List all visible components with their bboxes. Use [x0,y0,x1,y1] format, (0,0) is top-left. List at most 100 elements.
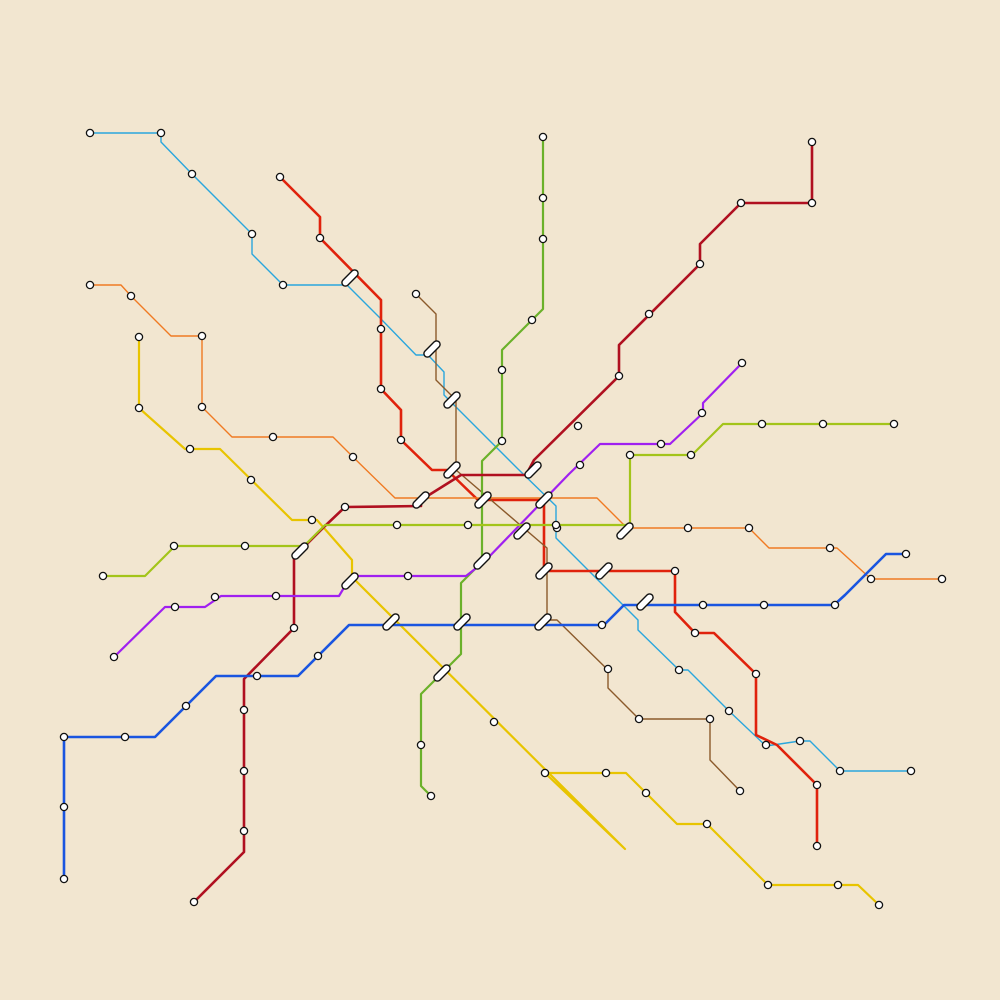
station-dark-red-4[interactable] [644,309,654,319]
station-light-blue-1[interactable] [156,128,166,138]
station-yellow-4[interactable] [307,515,317,525]
station-brown-4[interactable] [705,714,715,724]
station-yellow-9[interactable] [702,819,712,829]
station-green-7[interactable] [426,791,436,801]
station-light-blue-9[interactable] [906,766,916,776]
station-yellow-7[interactable] [601,768,611,778]
station-purple-3[interactable] [575,460,585,470]
station-dark-red-12[interactable] [239,826,249,836]
interchange-station-14[interactable] [340,571,359,590]
station-yellow-10[interactable] [763,880,773,890]
station-blue-1[interactable] [830,600,840,610]
station-yellow-12[interactable] [874,900,884,910]
station-light-blue-0[interactable] [85,128,95,138]
station-purple-2[interactable] [656,439,666,449]
station-green-1[interactable] [538,193,548,203]
station-green-0[interactable] [538,132,548,142]
station-light-blue-6[interactable] [724,706,734,716]
interchange-station-0[interactable] [340,268,359,287]
station-dark-red-8[interactable] [289,623,299,633]
station-purple-6[interactable] [210,592,220,602]
station-green-2[interactable] [538,234,548,244]
interchange-station-2[interactable] [442,390,461,409]
station-blue-4[interactable] [597,620,607,630]
interchange-station-9[interactable] [615,521,634,540]
station-brown-2[interactable] [603,664,613,674]
station-green-6[interactable] [416,740,426,750]
station-dark-red-11[interactable] [239,766,249,776]
station-yellow-2[interactable] [185,444,195,454]
station-purple-4[interactable] [403,571,413,581]
station-yellow-1[interactable] [134,403,144,413]
station-orange-1[interactable] [126,291,136,301]
station-lime-5[interactable] [551,520,561,530]
station-orange-3[interactable] [197,402,207,412]
interchange-station-18[interactable] [533,612,552,631]
interchange-station-6[interactable] [473,490,492,509]
station-red-7[interactable] [751,669,761,679]
station-purple-8[interactable] [109,652,119,662]
station-yellow-6[interactable] [540,768,550,778]
station-lime-9[interactable] [169,541,179,551]
station-purple-0[interactable] [737,358,747,368]
station-yellow-8[interactable] [641,788,651,798]
interchange-station-16[interactable] [381,612,400,631]
station-lime-1[interactable] [818,419,828,429]
station-red-3[interactable] [376,384,386,394]
interchange-station-4[interactable] [523,460,542,479]
station-orange-5[interactable] [348,452,358,462]
station-dark-red-9[interactable] [252,671,262,681]
station-red-10[interactable] [812,841,822,851]
station-lime-7[interactable] [392,520,402,530]
station-orange-4[interactable] [268,432,278,442]
station-red-0[interactable] [275,172,285,182]
station-red-1[interactable] [315,233,325,243]
station-red-6[interactable] [690,628,700,638]
station-dark-red-3[interactable] [695,259,705,269]
station-blue-5[interactable] [313,651,323,661]
station-orange-7[interactable] [744,523,754,533]
station-purple-5[interactable] [271,591,281,601]
station-blue-9[interactable] [59,802,69,812]
station-green-3[interactable] [527,315,537,325]
station-light-blue-2[interactable] [187,169,197,179]
station-dark-red-1[interactable] [807,198,817,208]
station-dark-red-5[interactable] [614,371,624,381]
interchange-station-8[interactable] [512,521,531,540]
station-light-blue-4[interactable] [278,280,288,290]
station-yellow-5[interactable] [489,717,499,727]
interchange-station-12[interactable] [534,561,553,580]
station-brown-0[interactable] [411,289,421,299]
interchange-station-17[interactable] [452,612,471,631]
interchange-station-11[interactable] [472,551,491,570]
station-yellow-3[interactable] [246,475,256,485]
station-dark-red-6[interactable] [573,421,583,431]
station-dark-red-10[interactable] [239,705,249,715]
interchange-station-15[interactable] [635,592,654,611]
station-blue-0[interactable] [901,549,911,559]
interchange-station-7[interactable] [534,490,553,509]
station-light-blue-3[interactable] [247,229,257,239]
station-blue-10[interactable] [59,874,69,884]
station-dark-red-0[interactable] [807,137,817,147]
station-lime-2[interactable] [757,419,767,429]
interchange-station-19[interactable] [432,663,451,682]
station-purple-7[interactable] [170,602,180,612]
station-red-2[interactable] [376,324,386,334]
station-lime-6[interactable] [463,520,473,530]
interchange-station-10[interactable] [290,541,309,560]
station-green-5[interactable] [497,436,507,446]
station-dark-red-13[interactable] [189,897,199,907]
station-lime-10[interactable] [98,571,108,581]
station-light-blue-7[interactable] [795,736,805,746]
station-blue-2[interactable] [759,600,769,610]
station-lime-8[interactable] [240,541,250,551]
station-yellow-11[interactable] [833,880,843,890]
station-dark-red-7[interactable] [340,502,350,512]
station-orange-10[interactable] [937,574,947,584]
station-red-9[interactable] [812,780,822,790]
station-red-8[interactable] [761,740,771,750]
station-blue-7[interactable] [120,732,130,742]
station-lime-4[interactable] [625,450,635,460]
station-blue-6[interactable] [181,701,191,711]
